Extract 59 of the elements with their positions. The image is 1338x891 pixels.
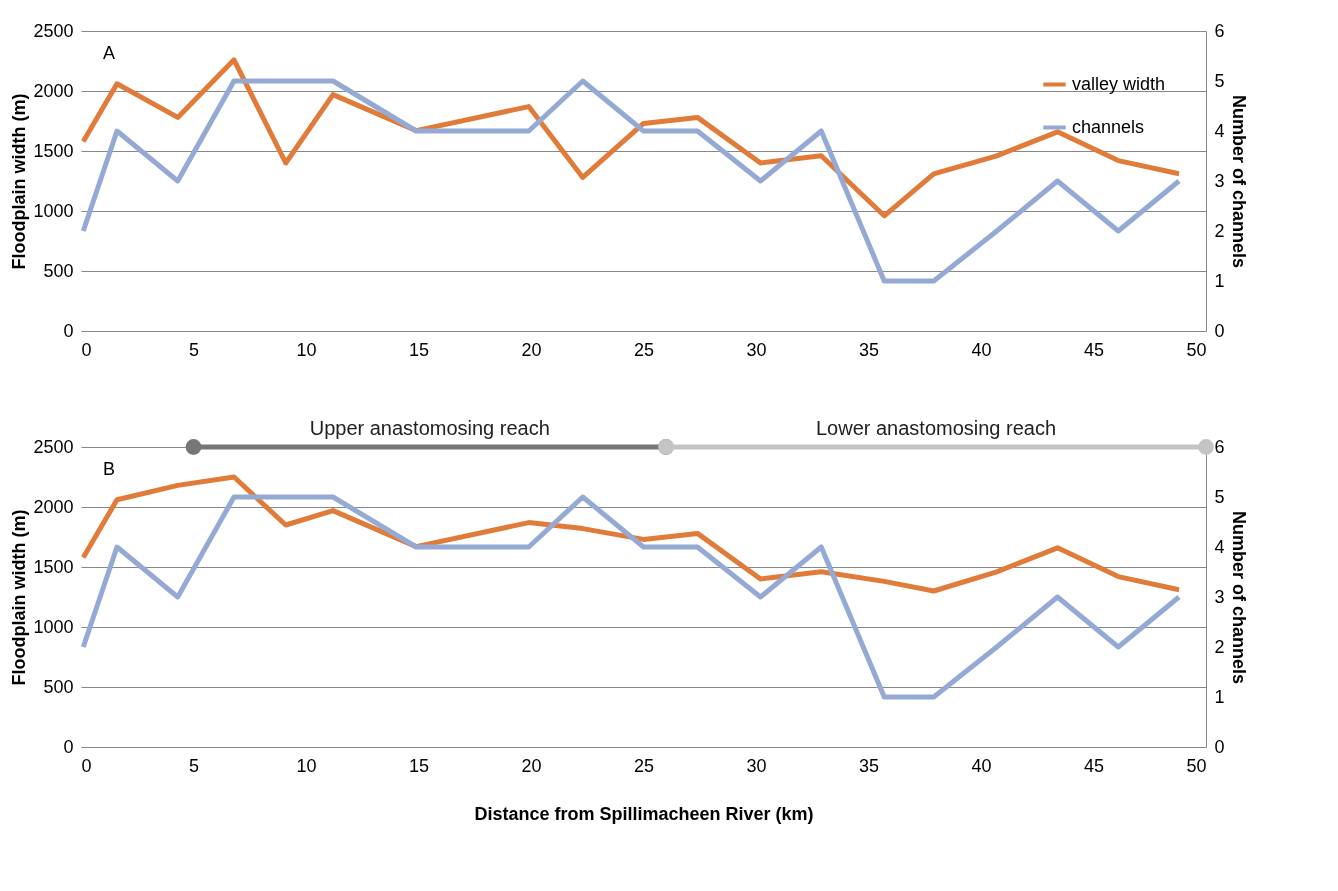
y2-tick-label: 0 (1214, 736, 1225, 757)
y2-tick-label: 0 (1214, 320, 1225, 341)
x-tick-label: 50 (1186, 339, 1207, 360)
y2-tick-label: 2 (1214, 220, 1225, 241)
x-tick-label: 10 (296, 339, 317, 360)
legend-label: valley width (1072, 73, 1166, 94)
y2-tick-label: 3 (1214, 586, 1225, 607)
y-tick-label: 2500 (33, 20, 74, 41)
x-tick-label: 20 (521, 755, 542, 776)
series-label: Upper anastomosing reach (309, 417, 550, 439)
y2-tick-label: 5 (1214, 486, 1225, 507)
x-tick-label: 15 (408, 339, 430, 360)
x-tick-label: 35 (858, 339, 880, 360)
y2-tick-label: 6 (1214, 436, 1225, 457)
x-axis-title: Distance from Spillimacheen River (km) (474, 803, 814, 824)
x-tick-label: 35 (858, 755, 880, 776)
x-tick-label: 30 (746, 339, 767, 360)
x-tick-label: 25 (633, 755, 655, 776)
x-tick-label: 15 (408, 755, 430, 776)
x-tick-label: 50 (1186, 755, 1207, 776)
x-tick-label: 45 (1083, 339, 1105, 360)
series-label: Lower anastomosing reach (815, 417, 1057, 439)
x-tick-label: 0 (81, 339, 92, 360)
y-axis-title: Floodplain width (m) (9, 509, 30, 686)
y-tick-label: 1500 (33, 140, 74, 161)
y-tick-label: 1000 (33, 616, 74, 637)
y-tick-label: 0 (63, 320, 74, 341)
x-tick-label: 30 (746, 755, 767, 776)
y-tick-label: 500 (43, 676, 74, 697)
x-tick-label: 5 (188, 755, 200, 776)
y-tick-label: 2000 (33, 80, 74, 101)
y2-axis-title: Number of channels (1228, 510, 1249, 685)
y2-tick-label: 1 (1214, 270, 1225, 291)
y-tick-label: 1500 (33, 556, 74, 577)
y-tick-label: 2000 (33, 496, 74, 517)
x-tick-label: 25 (633, 339, 655, 360)
y-tick-label: 500 (43, 260, 74, 281)
y2-tick-label: 6 (1214, 20, 1225, 41)
y2-axis-title: Number of channels (1228, 94, 1249, 269)
x-tick-label: 40 (971, 755, 992, 776)
y-axis-title: Floodplain width (m) (9, 93, 30, 270)
annotation: A (103, 43, 116, 63)
y-tick-label: 0 (63, 736, 74, 757)
y-tick-label: 2500 (33, 436, 74, 457)
x-tick-label: 5 (188, 339, 200, 360)
y-tick-label: 1000 (33, 200, 74, 221)
legend-label: channels (1072, 116, 1145, 137)
x-tick-label: 0 (81, 755, 92, 776)
x-tick-label: 45 (1083, 755, 1105, 776)
annotation: B (103, 459, 116, 479)
y2-tick-label: 5 (1214, 70, 1225, 91)
x-tick-label: 10 (296, 755, 317, 776)
y2-tick-label: 1 (1214, 686, 1225, 707)
y2-tick-label: 2 (1214, 636, 1225, 657)
y2-tick-label: 4 (1214, 536, 1225, 557)
y2-tick-label: 4 (1214, 120, 1225, 141)
y2-tick-label: 3 (1214, 170, 1225, 191)
x-tick-label: 40 (971, 339, 992, 360)
x-tick-label: 20 (521, 339, 542, 360)
